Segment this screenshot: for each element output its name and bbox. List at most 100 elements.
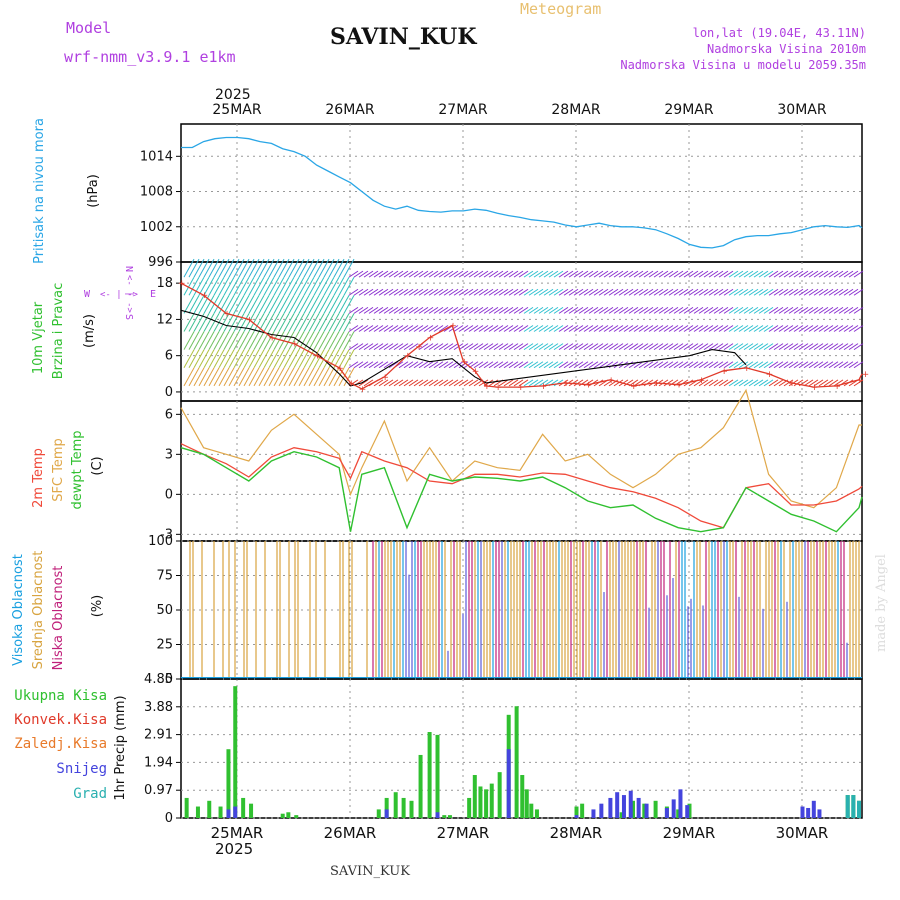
wind-barb: [703, 270, 714, 278]
wind-barb: [643, 325, 654, 332]
wind-barb: [228, 295, 240, 314]
wind-speed-marker: +: [653, 379, 661, 389]
bottom-date-label: 25MAR: [211, 824, 264, 842]
bottom-date-label: 26MAR: [324, 824, 377, 842]
wind-barb: [848, 270, 859, 278]
wind-barb: [533, 325, 544, 332]
wind-barb: [733, 306, 744, 314]
wind-barb: [678, 361, 689, 369]
wind-barb: [468, 288, 479, 296]
wind-barb: [728, 288, 739, 296]
wind-barb: [358, 306, 369, 314]
wind-barb: [693, 306, 704, 314]
wind-barb: [348, 270, 359, 278]
wind-barb: [423, 270, 434, 278]
wind-barb: [408, 306, 419, 314]
wind-barb: [853, 288, 864, 296]
wind-barb: [323, 276, 335, 296]
wind-barb: [468, 325, 479, 332]
wind-barb: [603, 343, 614, 351]
wind-barb: [478, 361, 489, 369]
wind-barb: [498, 270, 509, 278]
wind-barb: [773, 361, 784, 369]
wind-barb: [498, 361, 509, 369]
wind-barb: [503, 306, 514, 314]
precip-bar: [644, 803, 649, 818]
wind-barb: [763, 306, 774, 314]
wind-barb: [543, 288, 554, 296]
wind-barb: [798, 343, 809, 351]
wind-barb: [828, 288, 839, 296]
wind-barb: [698, 325, 709, 332]
wind-barb: [743, 325, 754, 332]
wind-barb: [653, 343, 664, 351]
wind-barb: [633, 270, 644, 278]
bottom-year: 2025: [215, 840, 253, 858]
wind-speed-marker: +: [630, 382, 638, 392]
wind-barb: [558, 325, 569, 332]
precip-bar: [591, 809, 596, 818]
wind-barb: [678, 343, 689, 351]
wind-barb: [458, 270, 469, 278]
wind-barb: [408, 325, 419, 332]
wind-barb: [343, 258, 355, 278]
wind-barb: [578, 306, 589, 314]
wind-barb: [523, 379, 534, 387]
wind-barb: [353, 325, 364, 332]
wind-barb: [728, 343, 739, 351]
precip-legend-item: Grad: [73, 786, 107, 802]
wind-barb: [288, 276, 300, 296]
wind-barb: [383, 270, 394, 278]
wind-barb: [288, 313, 300, 332]
wind-barb: [248, 295, 260, 314]
wind-barb: [418, 270, 429, 278]
wind-barb: [218, 276, 230, 296]
wind-barb: [523, 270, 534, 278]
wind-barb: [333, 276, 345, 296]
wind-barb: [443, 379, 454, 387]
wind-barb: [358, 288, 369, 296]
wind-barb: [548, 288, 559, 296]
wind-barb: [773, 270, 784, 278]
temp-unit: (C): [90, 456, 105, 475]
precip-bar: [608, 797, 613, 818]
wind-ylabel-main: 10m Vjetar: [31, 301, 46, 374]
pressure-series-line: [181, 136, 863, 249]
wind-barb: [448, 270, 459, 278]
wind-ylabel-sub: Brzina i Pravac: [51, 283, 66, 380]
wind-barb: [208, 367, 220, 387]
wind-barb: [813, 325, 824, 332]
wind-barb: [803, 343, 814, 351]
precip-bar: [286, 812, 291, 818]
wind-barb: [448, 343, 459, 351]
wind-barb: [843, 325, 854, 332]
wind-barb: [348, 343, 359, 351]
wind-barb: [578, 325, 589, 332]
wind-barb: [803, 325, 814, 332]
wind-barb: [703, 288, 714, 296]
wind-barb: [798, 306, 809, 314]
wind-barb: [353, 306, 364, 314]
wind-barb: [398, 288, 409, 296]
wind-barb: [423, 288, 434, 296]
wind-barb: [603, 270, 614, 278]
precip-bar: [249, 803, 254, 818]
wind-barb: [658, 325, 669, 332]
wind-unit: (m/s): [82, 314, 97, 348]
ytick-label: 3: [165, 447, 173, 462]
precip-bar: [811, 800, 816, 818]
wind-barb: [358, 343, 369, 351]
wind-barb: [358, 379, 369, 387]
low-cloud-ylabel: Niska Oblacnost: [51, 566, 66, 671]
wind-barb: [203, 331, 215, 350]
wind-barb: [333, 295, 345, 314]
wind-barb: [623, 288, 634, 296]
wind-barb: [508, 288, 519, 296]
ytick-label: 25: [156, 638, 173, 653]
wind-barb: [718, 288, 729, 296]
wind-barb: [398, 343, 409, 351]
panel-pressure: 1014 1008 1002 996: [140, 123, 863, 270]
wind-barb: [588, 288, 599, 296]
wind-barb: [508, 343, 519, 351]
